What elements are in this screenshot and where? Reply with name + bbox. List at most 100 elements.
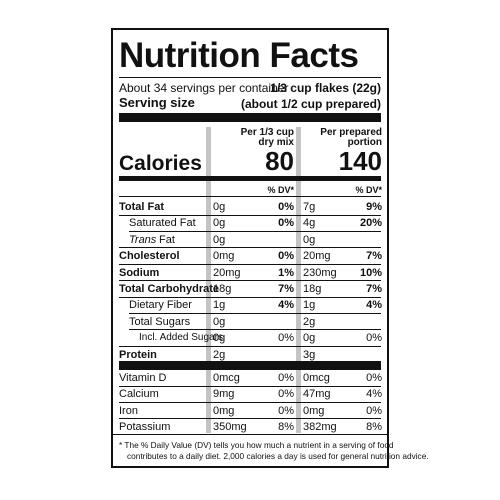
daily-value: 8%: [366, 421, 382, 434]
serving-size-value: 1/3 cup flakes (22g): [270, 81, 381, 95]
column-header: Per 1/3 cup: [240, 127, 294, 138]
amount: 0g: [213, 201, 226, 213]
rule: [113, 434, 387, 435]
daily-value: 0%: [366, 332, 382, 345]
footnote: * The % Daily Value (DV) tells you how m…: [119, 440, 394, 450]
rule: [119, 247, 381, 249]
rule: [119, 196, 381, 197]
amount: 0mg: [303, 404, 325, 417]
daily-value: 0%: [366, 404, 382, 417]
rule: [119, 214, 381, 216]
calories-label: Calories: [119, 152, 202, 175]
amount: 0g: [213, 315, 226, 328]
serving-size-label: Serving size: [119, 95, 195, 110]
nutrient-name: Potassium: [119, 421, 171, 434]
amount: 382mg: [303, 421, 337, 434]
rule: [129, 230, 381, 232]
nutrient-name: Total Fat: [119, 201, 165, 213]
rule: [119, 345, 381, 347]
calories-value: 80: [265, 146, 294, 176]
calories-value: 140: [338, 146, 382, 176]
amount: 18g: [213, 283, 232, 295]
nutrient-name-italic: Trans: [129, 233, 157, 246]
rule: [119, 418, 381, 420]
daily-value: 4%: [366, 299, 382, 312]
rule: [119, 401, 381, 403]
dv-header: % DV*: [267, 185, 294, 195]
column-header: dry mix: [258, 137, 294, 148]
rule: [129, 312, 381, 314]
daily-value: 0%: [278, 388, 294, 401]
thick-rule: [119, 361, 381, 370]
nutrition-label: Nutrition Facts About 34 servings per co…: [111, 28, 429, 468]
rule: [129, 329, 381, 331]
amount: 3g: [303, 348, 316, 361]
amount: 0g: [303, 332, 316, 345]
daily-value: 0%: [278, 250, 294, 263]
nutrient-name: Incl. Added Sugars: [139, 332, 223, 344]
daily-value: 7%: [366, 283, 382, 295]
amount: 18g: [303, 283, 322, 295]
footnote: contributes to a daily diet. 2,000 calor…: [127, 451, 429, 461]
amount: 20mg: [213, 266, 241, 279]
daily-value: 20%: [359, 217, 382, 230]
amount: 47mg: [303, 388, 331, 401]
column-header: Per prepared: [320, 127, 382, 138]
nutrient-name: Fat: [159, 233, 175, 246]
amount: 0mg: [213, 404, 235, 417]
amount: 0g: [213, 332, 226, 345]
daily-value: 0%: [278, 332, 294, 345]
amount: 0g: [213, 217, 226, 230]
daily-value: 4%: [366, 388, 382, 401]
column-divider: [296, 127, 301, 433]
daily-value: 0%: [278, 201, 294, 213]
daily-value: 0%: [278, 217, 294, 230]
nutrient-name: Cholesterol: [119, 250, 180, 263]
amount: 0g: [213, 233, 226, 246]
nutrient-name: Total Carbohydrate: [119, 283, 220, 295]
rule: [119, 77, 381, 78]
amount: 0mcg: [303, 372, 330, 384]
nutrient-name: Sodium: [119, 266, 160, 279]
amount: 230mg: [303, 266, 337, 279]
nutrient-name: Protein: [119, 348, 157, 361]
daily-value: 1%: [278, 266, 294, 279]
amount: 1g: [213, 299, 226, 312]
amount: 2g: [213, 348, 226, 361]
column-header: portion: [347, 137, 382, 148]
nutrient-name: Saturated Fat: [129, 217, 196, 230]
daily-value: 7%: [366, 250, 382, 263]
title: Nutrition Facts: [119, 36, 359, 75]
servings-per-container: About 34 servings per container: [119, 81, 289, 95]
amount: 2g: [303, 315, 316, 328]
rule: [119, 263, 381, 265]
daily-value: 4%: [278, 299, 294, 312]
amount: 1g: [303, 299, 316, 312]
amount: 0g: [303, 233, 316, 246]
rule: [119, 385, 381, 387]
nutrient-name: Calcium: [119, 388, 159, 401]
daily-value: 0%: [278, 372, 294, 384]
daily-value: 0%: [278, 404, 294, 417]
rule: [119, 280, 381, 282]
amount: 20mg: [303, 250, 331, 263]
nutrient-name: Total Sugars: [129, 315, 191, 328]
thick-rule: [119, 176, 381, 181]
daily-value: 0%: [366, 372, 382, 384]
amount: 4g: [303, 217, 316, 230]
daily-value: 9%: [366, 201, 382, 213]
amount: 7g: [303, 201, 316, 213]
nutrient-name: Vitamin D: [119, 372, 167, 384]
daily-value: 10%: [359, 266, 382, 279]
dv-header: % DV*: [355, 185, 382, 195]
amount: 350mg: [213, 421, 247, 434]
amount: 0mg: [213, 250, 235, 263]
daily-value: 7%: [278, 283, 294, 295]
nutrient-name: Iron: [119, 404, 138, 417]
nutrient-name: Dietary Fiber: [129, 299, 192, 312]
daily-value: 8%: [278, 421, 294, 434]
rule: [119, 296, 381, 298]
serving-size-prepared: (about 1/2 cup prepared): [240, 97, 381, 111]
amount: 9mg: [213, 388, 235, 401]
